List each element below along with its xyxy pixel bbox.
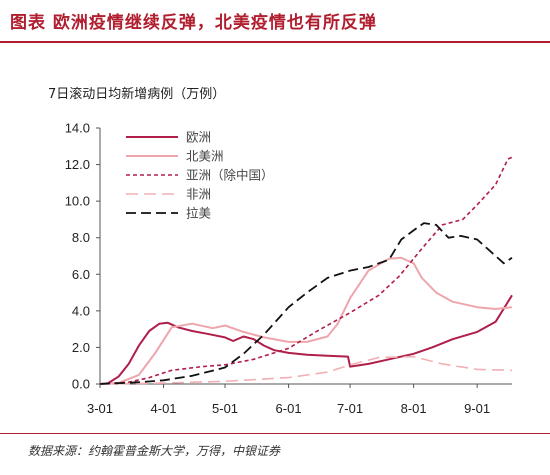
y-tick-label: 0.0: [72, 377, 90, 392]
x-tick-label: 4-01: [151, 401, 177, 416]
footer-rule: [0, 433, 550, 434]
x-tick-label: 5-01: [212, 401, 238, 416]
series-line-4: [99, 222, 513, 385]
x-tick-label: 7-01: [337, 401, 363, 416]
figure-title: 图表 欧洲疫情继续反弹，北美疫情也有所反弹: [10, 13, 377, 33]
x-tick-label: 6-01: [276, 401, 302, 416]
series-line-0: [99, 294, 513, 385]
x-tick-label: 8-01: [401, 401, 427, 416]
legend-label-3: 非洲: [186, 187, 211, 202]
source-note: 数据来源：约翰霍普金斯大学，万得，中银证券: [28, 444, 281, 458]
series-layer: [99, 156, 513, 385]
y-tick-label: 10.0: [65, 194, 90, 209]
legend-label-1: 北美洲: [186, 149, 224, 164]
series-line-1: [99, 256, 513, 385]
legend-label-0: 欧洲: [186, 130, 211, 145]
y-tick-label: 8.0: [72, 230, 90, 245]
y-tick-label: 4.0: [72, 303, 90, 318]
y-tick-label: 6.0: [72, 267, 90, 282]
legend-label-2: 亚洲（除中国）: [186, 168, 274, 183]
x-tick-label: 3-01: [87, 401, 113, 416]
y-tick-label: 12.0: [65, 157, 90, 172]
legend-label-4: 拉美: [186, 206, 211, 221]
chart-title: 7日滚动日均新增病例（万例）: [48, 87, 226, 102]
series-line-2: [99, 156, 513, 385]
report-header: 图表 欧洲疫情继续反弹，北美疫情也有所反弹: [0, 0, 550, 44]
x-tick-label: 9-01: [464, 401, 490, 416]
axes: 0.0 2.0 4.0 6.0 8.0 10.0 12.0 14.0 3-01 4-01 5-01 6…: [65, 121, 512, 416]
y-tick-label: 2.0: [72, 340, 90, 355]
y-tick-label: 14.0: [65, 121, 90, 136]
header-rule: [0, 41, 550, 43]
